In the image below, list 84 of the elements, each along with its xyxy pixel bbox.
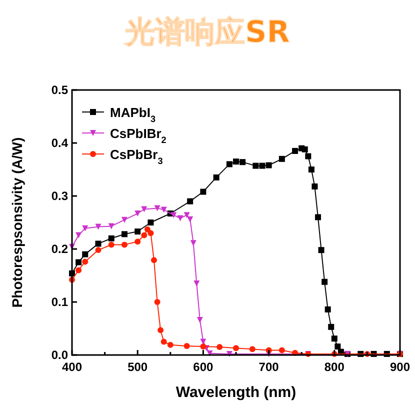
legend-label: CsPbBr$_{3}$ [110,147,163,166]
point [160,206,167,213]
point [154,205,160,212]
point [305,153,312,160]
point [187,216,194,222]
point [177,215,184,222]
point [134,210,141,216]
point [302,146,308,152]
point [76,267,82,274]
point [144,226,150,232]
x-tick-label: 800 [324,360,345,374]
point [108,242,114,248]
point [108,235,114,242]
point [158,327,164,334]
point [82,258,88,265]
point [148,220,154,226]
point [233,345,239,352]
point [121,216,128,223]
point [318,247,324,254]
point [249,346,256,352]
point [312,183,318,190]
point [184,212,190,218]
point [216,344,223,350]
point [328,324,334,330]
y-tick-label: 0.4 [51,136,68,150]
point [266,162,272,168]
point [95,240,102,247]
point [76,259,82,266]
x-tick-label: 700 [258,360,280,374]
point [292,148,298,154]
point [121,242,128,248]
point [160,338,167,345]
point [167,342,174,348]
y-tick-label: 0.0 [51,348,68,362]
point [190,240,196,246]
point [278,156,285,162]
point [76,232,82,238]
point [187,198,194,204]
point [134,228,141,235]
point [252,162,259,169]
y-axis-title: Photorespsonsivity (A/W) [9,137,25,308]
point [194,280,200,286]
point [278,347,285,354]
point [308,166,314,172]
point [95,224,102,230]
point [200,344,206,350]
y-tick-label: 0.5 [51,83,68,97]
point [240,159,246,166]
y-tick-label: 0.2 [51,242,68,256]
y-tick-label: 0.3 [51,189,68,203]
chart-title: 光谱响应SR [123,15,290,50]
point [108,223,114,230]
point [134,238,141,245]
legend-label: MAPbI$_{3}$ [110,105,156,124]
point [95,247,102,254]
point [141,232,148,238]
x-tick-label: 500 [128,360,148,374]
point [148,230,154,236]
point [206,350,213,356]
point [322,278,328,285]
point [121,231,128,238]
point [170,212,177,218]
x-tick-label: 900 [390,360,410,374]
point [82,251,88,258]
point [196,317,203,324]
x-tick-label: 400 [62,360,82,374]
point [324,306,331,312]
point [200,188,206,195]
point [184,342,190,349]
point [82,225,88,232]
y-tick-label: 0.1 [51,295,68,309]
point [226,161,232,168]
point [331,336,338,342]
point [141,206,148,212]
point [315,214,321,220]
x-tick-label: 600 [193,360,214,374]
point [233,158,239,165]
point [151,257,157,264]
point [334,344,341,350]
x-axis-title: Wavelength (nm) [176,384,296,401]
point [213,174,220,180]
point [259,162,266,169]
legend-label: CsPbIBr$_{2}$ [110,126,166,145]
point [154,299,160,305]
